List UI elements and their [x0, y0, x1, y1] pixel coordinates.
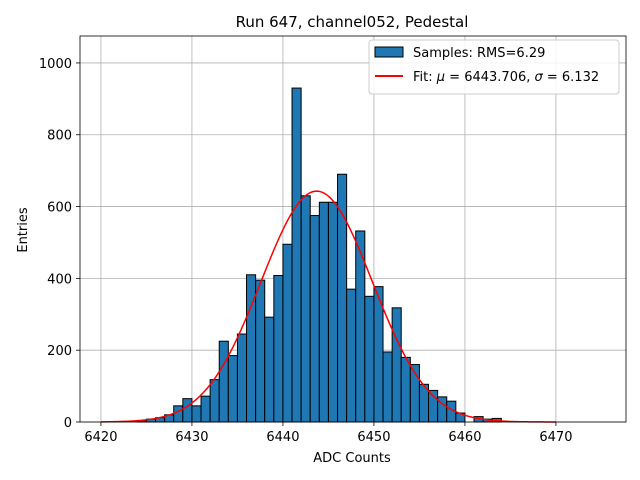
y-axis-ticks: 0 200 400 600 800 1000 [39, 57, 80, 431]
legend-fit-label: Fit: μ = 6443.706, σ = 6.132 [413, 70, 599, 85]
histogram-bar [318, 201, 329, 423]
x-tick-label: 6430 [175, 430, 208, 445]
histogram-bar [309, 215, 320, 423]
histogram-bar [282, 243, 293, 423]
x-tick-label: 6470 [539, 430, 572, 445]
legend: Samples: RMS=6.29 Fit: μ = 6443.706, σ =… [368, 39, 620, 95]
legend-box [368, 39, 620, 95]
legend-sigma-value: = 6.132 [543, 70, 599, 85]
legend-fit-prefix: Fit: [413, 70, 437, 85]
histogram-bar [327, 201, 339, 423]
histogram-bar [300, 195, 311, 423]
histogram-bar [382, 351, 393, 423]
x-axis-ticks: 6420 6430 6440 6450 6460 6470 [84, 422, 572, 445]
histogram-bar [218, 340, 229, 423]
histogram-bar [236, 333, 248, 423]
histogram-bar [227, 355, 238, 423]
legend-mu-value: = 6443.706, [445, 70, 534, 85]
legend-bar-swatch [374, 46, 404, 58]
y-tick-label: 1000 [39, 57, 72, 72]
x-tick-label: 6420 [84, 430, 117, 445]
y-tick-label: 0 [64, 416, 72, 431]
histogram-bar [182, 398, 193, 423]
y-axis-label: Entries [16, 207, 31, 253]
chart-title: Run 647, channel052, Pedestal [236, 13, 469, 31]
legend-samples-label: Samples: RMS=6.29 [413, 46, 545, 61]
histogram-bars [136, 87, 502, 423]
x-tick-label: 6460 [448, 430, 481, 445]
x-tick-label: 6450 [357, 430, 390, 445]
histogram-bar [291, 87, 302, 423]
fit-curve [100, 190, 556, 423]
histogram-bar [364, 295, 375, 423]
y-tick-label: 800 [47, 129, 72, 144]
histogram-bar [264, 316, 275, 423]
histogram-bar [337, 173, 348, 423]
histogram-bar [391, 307, 402, 423]
histogram-bar [200, 395, 211, 423]
y-tick-label: 400 [47, 272, 72, 287]
histogram-bar [191, 405, 202, 423]
histogram-bar [273, 274, 284, 423]
x-tick-label: 6440 [266, 430, 299, 445]
histogram-bar [209, 379, 220, 423]
plot-frame [79, 35, 627, 423]
legend-sigma-symbol: σ [535, 70, 544, 85]
legend-mu-symbol: μ [436, 70, 445, 85]
histogram-bar [173, 405, 184, 423]
histogram-bar [373, 286, 384, 423]
histogram-bar [255, 279, 266, 423]
histogram-bar [346, 288, 357, 423]
histogram-bar [400, 356, 411, 423]
x-axis-label: ADC Counts [313, 451, 391, 466]
y-tick-label: 200 [47, 344, 72, 359]
y-tick-label: 600 [47, 201, 72, 216]
